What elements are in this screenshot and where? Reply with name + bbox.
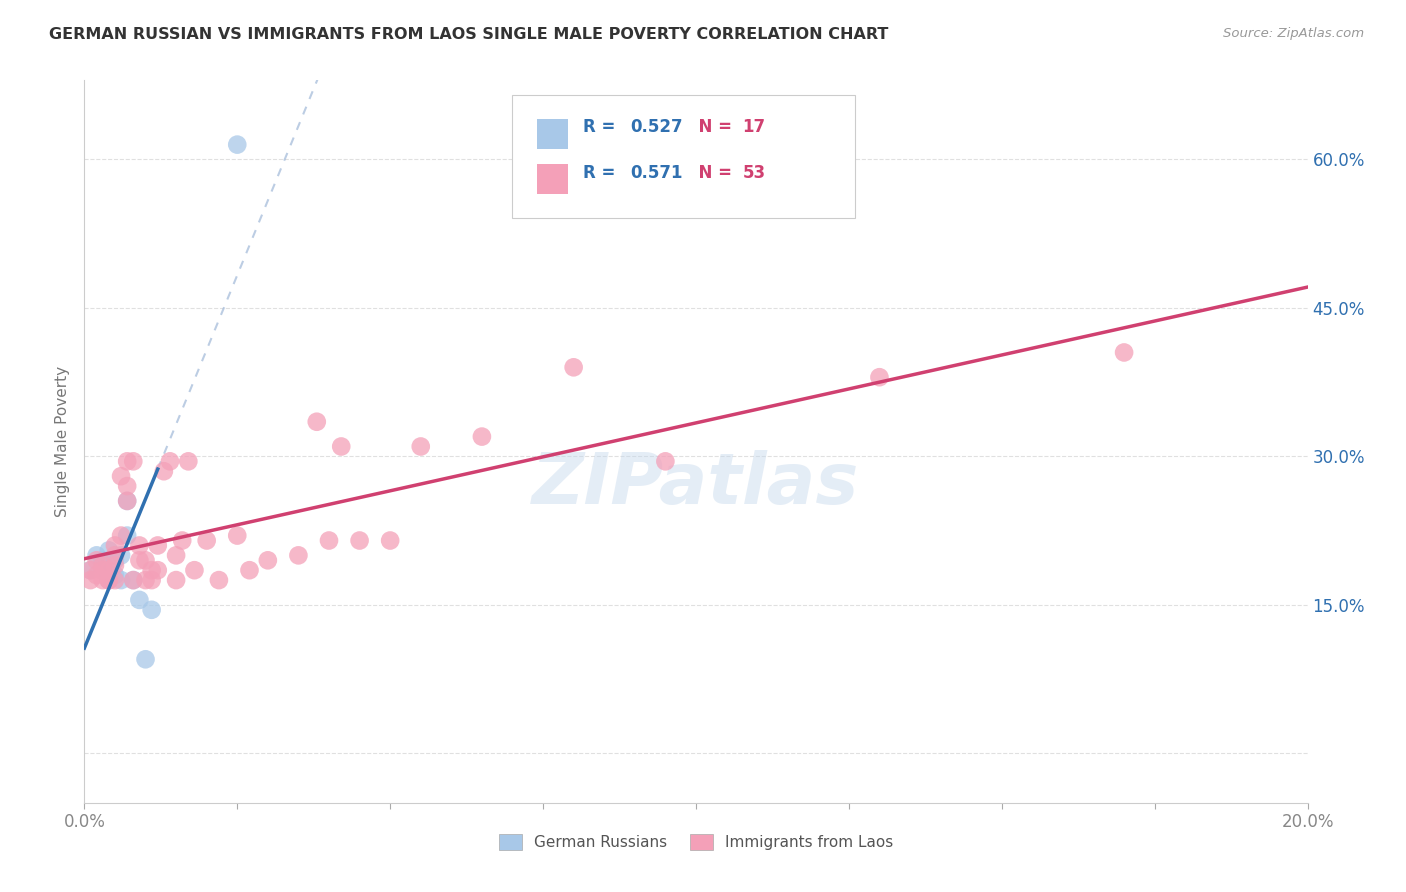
Text: 0.527: 0.527 — [630, 119, 682, 136]
Point — [195, 533, 218, 548]
Point — [177, 454, 200, 468]
Bar — [537, 164, 568, 194]
FancyBboxPatch shape — [513, 95, 855, 218]
Point — [305, 415, 328, 429]
Text: 17: 17 — [742, 119, 766, 136]
Text: 0.571: 0.571 — [630, 164, 682, 182]
Point — [79, 563, 101, 577]
Point — [97, 573, 120, 587]
Point — [97, 573, 120, 587]
Point — [654, 454, 676, 468]
Point — [91, 563, 114, 577]
Point — [122, 454, 145, 468]
Legend: German Russians, Immigrants from Laos: German Russians, Immigrants from Laos — [492, 829, 900, 856]
Text: ZIPatlas: ZIPatlas — [533, 450, 859, 519]
Point — [153, 464, 176, 478]
Point — [135, 652, 157, 666]
Point — [141, 603, 163, 617]
Point — [110, 573, 132, 587]
Point — [91, 558, 114, 573]
Point — [172, 533, 194, 548]
Point — [86, 553, 108, 567]
Point — [128, 553, 150, 567]
Point — [165, 573, 187, 587]
Point — [226, 137, 249, 152]
Point — [1114, 345, 1136, 359]
Point — [226, 528, 249, 542]
Point — [104, 558, 127, 573]
Point — [86, 568, 108, 582]
Text: Source: ZipAtlas.com: Source: ZipAtlas.com — [1223, 27, 1364, 40]
Point — [165, 549, 187, 563]
Point — [122, 573, 145, 587]
Point — [869, 370, 891, 384]
Point — [115, 494, 138, 508]
Point — [562, 360, 585, 375]
Point — [104, 553, 127, 567]
Point — [380, 533, 402, 548]
Text: N =: N = — [688, 164, 738, 182]
Point — [135, 553, 157, 567]
Point — [287, 549, 309, 563]
Text: GERMAN RUSSIAN VS IMMIGRANTS FROM LAOS SINGLE MALE POVERTY CORRELATION CHART: GERMAN RUSSIAN VS IMMIGRANTS FROM LAOS S… — [49, 27, 889, 42]
Point — [128, 539, 150, 553]
Point — [115, 528, 138, 542]
Point — [104, 539, 127, 553]
Text: R =: R = — [583, 119, 621, 136]
Point — [110, 469, 132, 483]
Point — [141, 573, 163, 587]
Point — [208, 573, 231, 587]
Text: R =: R = — [583, 164, 621, 182]
Point — [91, 573, 114, 587]
Point — [91, 553, 114, 567]
Point — [141, 563, 163, 577]
Point — [115, 479, 138, 493]
Point — [330, 440, 353, 454]
Point — [146, 539, 169, 553]
Point — [79, 573, 101, 587]
Text: 53: 53 — [742, 164, 766, 182]
Point — [257, 553, 280, 567]
Point — [97, 573, 120, 587]
Point — [471, 429, 494, 443]
Point — [122, 573, 145, 587]
Text: N =: N = — [688, 119, 738, 136]
Point — [104, 573, 127, 587]
Point — [104, 549, 127, 563]
Y-axis label: Single Male Poverty: Single Male Poverty — [55, 366, 70, 517]
Point — [349, 533, 371, 548]
Point — [238, 563, 260, 577]
Point — [110, 528, 132, 542]
Point — [91, 563, 114, 577]
Point — [79, 563, 101, 577]
Point — [318, 533, 340, 548]
Point — [115, 454, 138, 468]
Point — [104, 568, 127, 582]
Point — [97, 543, 120, 558]
Point — [86, 549, 108, 563]
Bar — [537, 119, 568, 149]
Point — [183, 563, 205, 577]
Point — [146, 563, 169, 577]
Point — [97, 563, 120, 577]
Point — [128, 593, 150, 607]
Point — [115, 494, 138, 508]
Point — [135, 573, 157, 587]
Point — [159, 454, 181, 468]
Point — [110, 549, 132, 563]
Point — [409, 440, 432, 454]
